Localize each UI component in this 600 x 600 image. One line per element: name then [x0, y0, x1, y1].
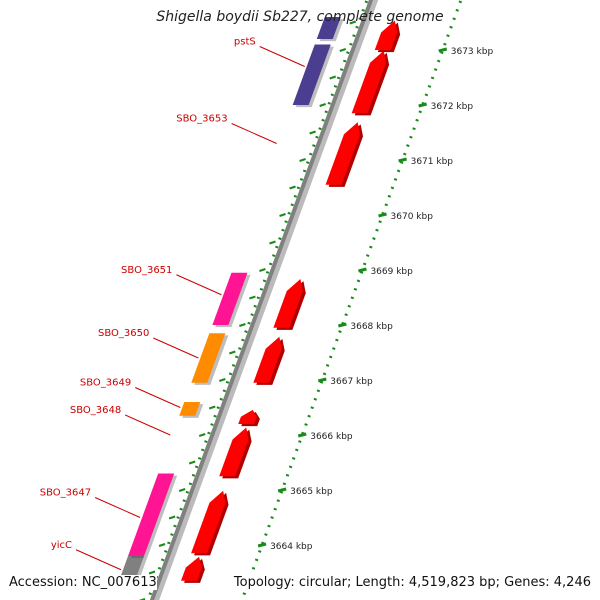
gene-label: pstS — [234, 37, 256, 48]
gene-leader-line — [231, 123, 277, 144]
major-tick — [338, 322, 347, 328]
tick-label: 3668 kbp — [350, 322, 393, 332]
tick-label: 3672 kbp — [431, 102, 474, 112]
topology-label: Topology: circular; Length: 4,519,823 bp… — [233, 575, 591, 590]
gene-label: SBO_3651 — [121, 265, 172, 276]
feature-body — [325, 122, 360, 185]
forward-feature — [238, 409, 260, 427]
tick-label: 3670 kbp — [391, 212, 434, 222]
inner-minor-tick — [168, 515, 176, 520]
feature-body — [374, 20, 398, 50]
feature-body — [119, 556, 145, 581]
feature-body — [292, 44, 331, 105]
gene-leader-line — [94, 497, 141, 518]
map-title: Shigella boydii Sb227, complete genome — [156, 9, 444, 25]
major-tick — [418, 102, 428, 108]
inner-minor-tick — [198, 433, 206, 437]
gene-label: SBO_3647 — [40, 488, 91, 499]
inner-minor-tick — [299, 158, 306, 162]
reverse-feature — [128, 473, 178, 559]
forward-feature — [219, 427, 252, 479]
tick-label: 3666 kbp — [310, 432, 353, 442]
forward-feature — [181, 556, 205, 583]
reverse-feature — [191, 333, 229, 385]
feature-body — [212, 272, 248, 325]
forward-feature — [351, 50, 390, 116]
gene-leader-line — [259, 46, 305, 67]
inner-minor-tick — [309, 130, 316, 135]
reverse-feature — [316, 17, 344, 42]
tick-track — [240, 0, 463, 600]
feature-body — [238, 409, 257, 424]
tick-label: 3673 kbp — [451, 47, 494, 57]
major-tick — [297, 432, 307, 438]
inner-minor-tick — [178, 488, 186, 492]
inner-minor-tick — [158, 543, 166, 547]
inner-minor-tick — [208, 405, 216, 410]
inner-minor-tick — [218, 378, 226, 382]
gene-label: SBO_3650 — [98, 328, 149, 339]
feature-body — [128, 473, 175, 556]
feature-body — [316, 17, 341, 39]
tick-label: 3671 kbp — [411, 157, 454, 167]
inner-minor-tick — [319, 103, 326, 107]
gene-label: SBO_3653 — [176, 114, 227, 125]
inner-minor-tick — [259, 268, 266, 272]
inner-minor-tick — [349, 20, 357, 25]
feature-body — [191, 333, 226, 383]
inner-dotted-line — [146, 0, 369, 600]
gene-label: yicC — [51, 540, 72, 551]
major-tick — [358, 267, 367, 273]
feature-body — [181, 556, 202, 581]
inner-minor-tick — [339, 48, 347, 52]
major-tick — [277, 487, 287, 493]
major-tick — [257, 542, 267, 548]
tick-label: 3665 kbp — [290, 487, 333, 497]
inner-minor-tick — [239, 323, 246, 327]
inner-minor-tick — [138, 598, 146, 600]
forward-feature — [374, 20, 401, 53]
inner-minor-tick — [249, 295, 256, 300]
accession-label: Accession: NC_007613 — [9, 575, 157, 590]
major-tick — [438, 47, 448, 53]
tick-label: 3669 kbp — [370, 267, 413, 277]
inner-minor-tick — [148, 570, 156, 575]
feature-body — [351, 50, 387, 114]
inner-minor-tick — [329, 75, 337, 80]
inner-minor-tick — [269, 240, 276, 245]
inner-minor-tick — [229, 350, 236, 355]
inner-minor-tick — [188, 460, 196, 465]
backbone-shadow — [152, 0, 379, 600]
feature-body — [273, 279, 303, 328]
reverse-feature — [212, 272, 251, 328]
reverse-feature — [292, 44, 334, 108]
feature-body — [253, 336, 282, 383]
forward-feature — [191, 490, 229, 556]
feature-body — [191, 490, 226, 554]
major-tick — [317, 377, 327, 383]
gene-label: SBO_3649 — [80, 378, 131, 389]
feature-body — [179, 402, 201, 416]
gene-leader-line — [176, 274, 222, 296]
gene-label: SBO_3648 — [70, 405, 121, 416]
major-tick — [378, 212, 387, 218]
gene-leader-line — [75, 549, 122, 571]
inner-minor-tick — [289, 185, 296, 190]
tick-label: 3667 kbp — [330, 377, 373, 387]
topology-text: Topology: circular; Length: 4,519,823 bp… — [233, 575, 591, 590]
major-tick — [398, 157, 407, 163]
gene-leader-line — [135, 387, 181, 408]
forward-feature — [253, 336, 285, 385]
forward-feature — [325, 122, 363, 187]
backbone — [149, 0, 374, 600]
feature-body — [219, 427, 249, 477]
tick-label: 3664 kbp — [270, 542, 313, 552]
gene-leader-line — [153, 337, 199, 359]
inner-minor-tick — [279, 213, 286, 217]
reverse-feature — [179, 402, 204, 418]
forward-feature — [273, 279, 306, 330]
gene-leader-line — [125, 414, 171, 436]
